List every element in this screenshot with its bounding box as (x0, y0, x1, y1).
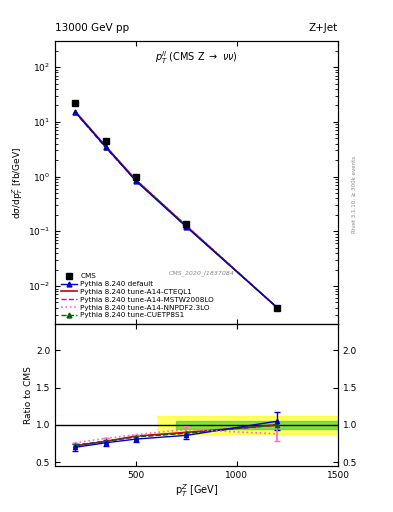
Y-axis label: Ratio to CMS: Ratio to CMS (24, 366, 33, 424)
Text: Rivet 3.1.10, ≥ 300k events: Rivet 3.1.10, ≥ 300k events (352, 156, 357, 233)
Text: $p_T^{ll}$ (CMS Z $\rightarrow$ $\nu\nu$): $p_T^{ll}$ (CMS Z $\rightarrow$ $\nu\nu$… (155, 50, 238, 66)
Legend: CMS, Pythia 8.240 default, Pythia 8.240 tune-A14-CTEQL1, Pythia 8.240 tune-A14-M: CMS, Pythia 8.240 default, Pythia 8.240 … (59, 271, 216, 321)
Text: 13000 GeV pp: 13000 GeV pp (55, 23, 129, 33)
Y-axis label: dσ/dp$_{T}^{Z}$ [fb/GeV]: dσ/dp$_{T}^{Z}$ [fb/GeV] (10, 146, 25, 219)
Bar (55, 416, 338, 434)
Bar (176, 421, 338, 429)
Bar (55, 416, 156, 434)
X-axis label: p$_{T}^{Z}$ [GeV]: p$_{T}^{Z}$ [GeV] (175, 482, 218, 499)
Text: CMS_2020_I1837084: CMS_2020_I1837084 (169, 270, 235, 276)
Text: Z+Jet: Z+Jet (309, 23, 338, 33)
